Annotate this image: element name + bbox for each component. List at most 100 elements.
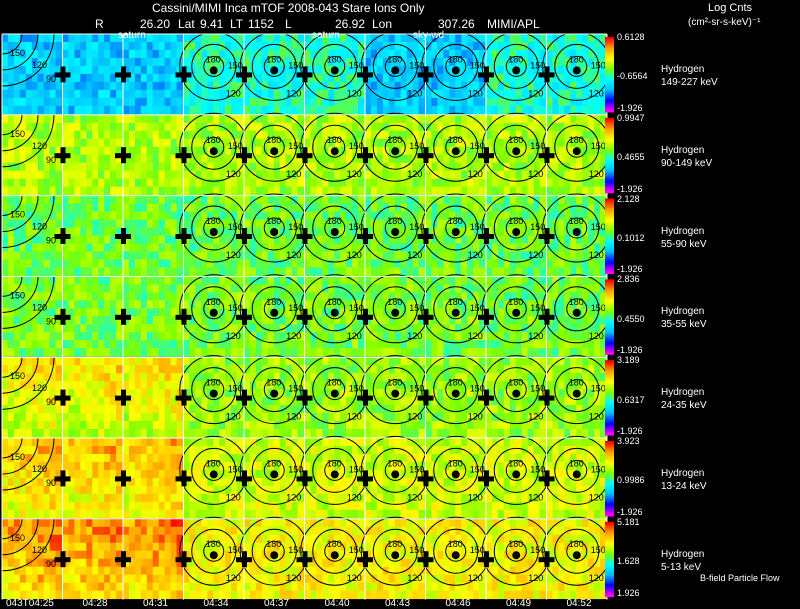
heatmap-cell — [146, 421, 154, 430]
heatmap-cell — [13, 178, 21, 188]
heatmap-cell — [128, 122, 136, 132]
heatmap-cell — [2, 235, 9, 244]
heatmap-cell — [43, 421, 51, 430]
contour-label: 120 — [32, 383, 47, 393]
heatmap-cell — [273, 259, 281, 268]
heatmap-cell — [92, 284, 99, 293]
heatmap-cell — [116, 114, 123, 124]
saturn-marker — [209, 228, 218, 236]
heatmap-cell — [533, 41, 541, 51]
heatmap-cell — [140, 73, 148, 83]
heatmap-cell — [425, 49, 432, 59]
heatmap-cell — [431, 292, 438, 301]
heatmap-cell — [31, 340, 39, 349]
heatmap-cell — [346, 186, 353, 196]
heatmap-cell — [473, 154, 480, 164]
heatmap-cell — [104, 122, 111, 132]
heatmap-cell — [128, 284, 136, 293]
heatmap-cell — [304, 114, 311, 124]
heatmap-cell — [231, 267, 238, 276]
heatmap-cell — [249, 316, 257, 325]
heatmap-cell — [170, 429, 178, 438]
heatmap-cell — [546, 219, 553, 229]
heatmap-cell — [546, 105, 553, 115]
heatmap-cell — [231, 57, 238, 67]
saturn-marker — [270, 66, 279, 75]
heatmap-cell — [152, 348, 160, 357]
colorbar-segment — [605, 160, 614, 164]
heatmap-cell — [231, 178, 238, 188]
heatmap-cell — [273, 284, 281, 293]
heatmap-cell — [437, 235, 444, 244]
heatmap-cell — [134, 405, 142, 414]
heatmap-cell — [25, 122, 33, 132]
heatmap-cell — [43, 154, 51, 164]
heatmap-cell — [467, 348, 474, 357]
heatmap-cell — [576, 276, 583, 285]
contour-circle — [263, 298, 285, 320]
heatmap-cell — [104, 34, 111, 43]
heatmap-cell — [7, 413, 15, 422]
heatmap-cell — [225, 203, 232, 213]
heatmap-cell — [86, 259, 93, 268]
heatmap-cell — [231, 162, 238, 172]
heatmap-cell — [334, 219, 341, 229]
saturn-marker — [330, 147, 339, 156]
colorbar-segment — [605, 206, 614, 209]
heatmap-cell — [92, 300, 99, 309]
heatmap-cell — [74, 357, 81, 366]
heatmap-cell — [515, 138, 523, 148]
heatmap-cell — [146, 243, 154, 252]
heatmap-cell — [255, 97, 263, 107]
heatmap-cell — [146, 34, 154, 43]
heatmap-cell — [370, 65, 378, 75]
heatmap-cell — [431, 105, 438, 115]
heatmap-cell — [62, 429, 69, 438]
heatmap-cell — [582, 130, 589, 140]
heatmap-cell — [152, 114, 160, 124]
heatmap-cell — [449, 114, 456, 124]
heatmap-cell — [110, 65, 117, 75]
heatmap-cell — [170, 57, 178, 67]
heatmap-cell — [600, 162, 607, 172]
heatmap-cell — [176, 203, 183, 213]
heatmap-cell — [437, 114, 444, 124]
colorbar-segment — [605, 65, 614, 68]
heatmap-cell — [134, 57, 142, 67]
colorbar-segment — [605, 258, 614, 261]
heatmap-cell — [443, 267, 450, 276]
heatmap-cell — [539, 203, 546, 213]
heatmap-cell — [365, 340, 372, 349]
heatmap-cell — [207, 89, 214, 99]
heatmap-cell — [418, 259, 425, 268]
heatmap-cell — [515, 243, 523, 252]
heatmap-cell — [164, 332, 172, 341]
heatmap-cell — [576, 105, 583, 115]
heatmap-cell — [600, 219, 607, 229]
heatmap-cell — [123, 429, 130, 438]
heatmap-cell — [183, 138, 190, 148]
heatmap-cell — [231, 259, 238, 268]
heatmap-cell — [49, 65, 57, 75]
heatmap-cell — [183, 186, 190, 196]
heatmap-cell — [110, 73, 117, 83]
heatmap-cell — [49, 381, 57, 390]
heatmap-cell — [273, 235, 281, 244]
heatmap-cell — [388, 324, 396, 333]
heatmap-cell — [437, 186, 444, 196]
heatmap-cell — [158, 122, 166, 132]
heatmap-cell — [219, 243, 226, 252]
heatmap-cell — [546, 138, 553, 148]
heatmap-cell — [31, 267, 39, 276]
saturn-marker — [451, 228, 460, 236]
heatmap-cell — [86, 195, 93, 205]
heatmap-cell — [201, 178, 208, 188]
heatmap-cell — [225, 324, 232, 333]
heatmap-cell — [116, 186, 123, 196]
heatmap-cell — [37, 41, 45, 51]
heatmap-cell — [152, 41, 160, 51]
heatmap-cell — [334, 34, 341, 43]
heatmap-cell — [461, 340, 468, 349]
heatmap-cell — [297, 178, 304, 188]
heatmap-cell — [558, 203, 565, 213]
